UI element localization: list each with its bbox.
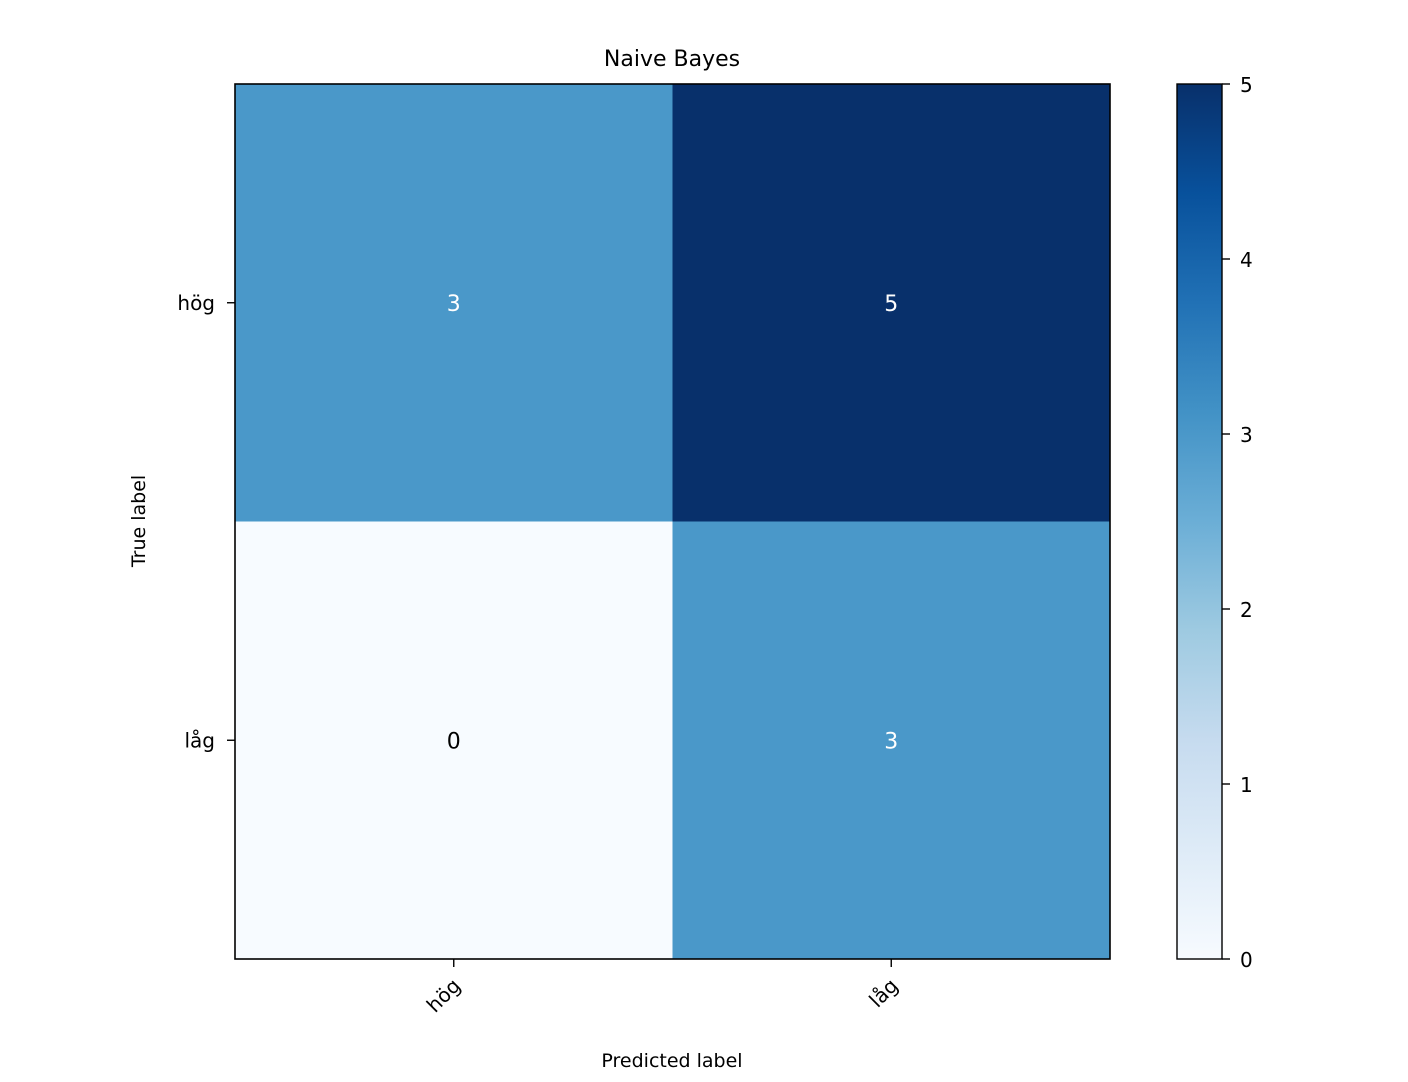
colorbar-tick-label: 5 xyxy=(1240,73,1253,97)
heatmap-cell xyxy=(672,521,1110,959)
colorbar-ticks: 0 1 2 3 4 5 xyxy=(1222,73,1253,972)
y-tick-label: låg xyxy=(184,728,215,752)
cell-value-label: 0 xyxy=(447,729,461,754)
x-axis-label: Predicted label xyxy=(601,1050,742,1072)
heatmap-cell xyxy=(235,521,673,959)
x-axis-ticks: hög låg xyxy=(422,959,903,1017)
heatmap-cell xyxy=(672,84,1110,522)
colorbar-tick-label: 1 xyxy=(1240,773,1253,797)
heatmap-cell-labels: 3 5 0 3 xyxy=(447,292,899,755)
y-tick-label: hög xyxy=(177,291,215,315)
cell-value-label: 3 xyxy=(447,292,461,317)
colorbar-tick-label: 3 xyxy=(1240,423,1253,447)
heatmap-cells xyxy=(235,84,1110,959)
x-tick-label: hög xyxy=(422,974,466,1018)
colorbar-tick-label: 4 xyxy=(1240,248,1253,272)
chart-title: Naive Bayes xyxy=(604,47,740,72)
cell-value-label: 5 xyxy=(884,292,898,317)
cell-value-label: 3 xyxy=(884,729,898,754)
y-axis-label: True label xyxy=(128,475,150,568)
plot-frame xyxy=(234,83,1111,960)
y-axis-ticks: hög låg xyxy=(177,291,235,752)
colorbar xyxy=(1176,83,1223,960)
colorbar-tick-label: 0 xyxy=(1240,948,1253,972)
x-tick-label: låg xyxy=(864,974,903,1013)
heatmap-cell xyxy=(235,84,673,522)
colorbar-tick-label: 2 xyxy=(1240,598,1253,622)
